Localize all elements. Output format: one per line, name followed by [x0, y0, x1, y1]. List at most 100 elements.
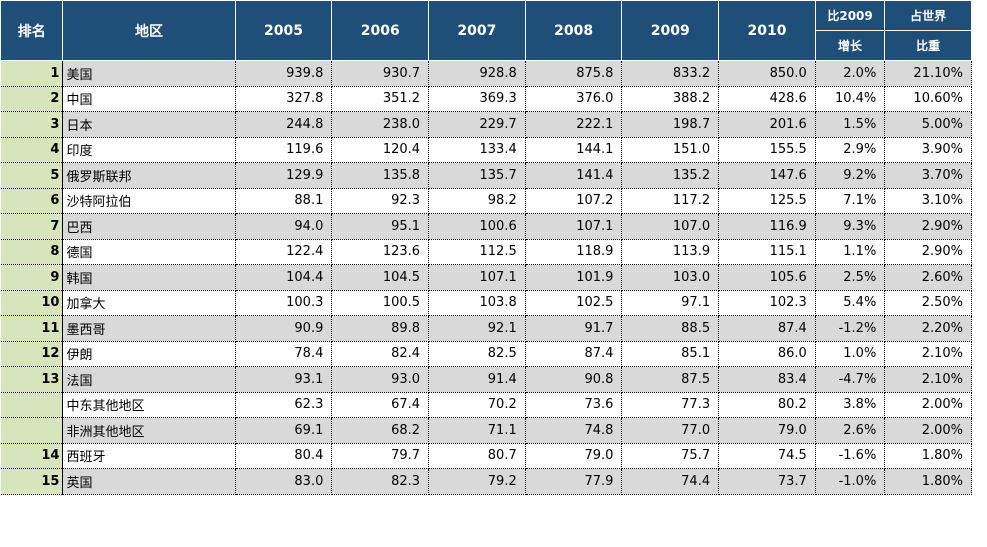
value-cell-2005: 122.4	[235, 239, 333, 265]
table-row: 10 加拿大 100.3 100.5 103.8 102.5 97.1 102.3 5.4% 2.…	[0, 290, 972, 316]
share-cell: 1.80%	[884, 443, 972, 469]
value-cell-2006: 123.6	[331, 239, 430, 265]
value-cell-2009: 97.1	[621, 290, 720, 316]
value-cell-2005: 100.3	[235, 290, 333, 316]
value-cell-2009: 151.0	[621, 137, 720, 163]
value-cell-2007: 229.7	[428, 111, 526, 138]
value-cell-2006: 93.0	[331, 366, 430, 393]
table-row: 11 墨西哥 90.9 89.8 92.1 91.7 88.5 87.4 -1.2% 2.20%	[0, 315, 972, 342]
table-row: 8 德国 122.4 123.6 112.5 118.9 113.9 115.1 1.1% 2.9…	[0, 239, 972, 265]
header-region: 地区	[62, 0, 236, 61]
rank-cell: 5	[0, 162, 64, 189]
value-cell-2009: 87.5	[621, 366, 720, 393]
share-cell: 5.00%	[884, 111, 972, 138]
value-cell-2006: 89.8	[331, 315, 430, 342]
value-cell-2007: 100.6	[428, 213, 526, 240]
share-cell: 1.80%	[884, 468, 972, 495]
header-year-2005: 2005	[234, 0, 333, 61]
value-cell-2005: 327.8	[235, 86, 333, 112]
growth-cell: 9.3%	[815, 213, 886, 240]
growth-cell: 7.1%	[815, 188, 886, 214]
rank-cell: 10	[0, 290, 64, 316]
table-row: 3 日本 244.8 238.0 229.7 222.1 198.7 201.6 1.5% 5.0…	[0, 111, 972, 138]
growth-cell: 1.5%	[815, 111, 886, 138]
rank-cell: 15	[0, 468, 64, 495]
region-cell: 墨西哥	[62, 315, 236, 342]
energy-consumption-table: 排名 地区 2005 2006 2007 2008 2009 2010 比200…	[0, 0, 972, 495]
value-cell-2007: 369.3	[428, 86, 526, 112]
rank-cell: 12	[0, 341, 64, 367]
growth-cell: 1.0%	[815, 341, 886, 367]
value-cell-2005: 93.1	[235, 366, 333, 393]
table-row: 2 中国 327.8 351.2 369.3 376.0 388.2 428.6 10.4% 10…	[0, 86, 972, 112]
value-cell-2009: 833.2	[621, 60, 720, 87]
share-cell: 2.00%	[884, 417, 972, 444]
growth-cell: -4.7%	[815, 366, 886, 393]
value-cell-2010: 428.6	[718, 86, 816, 112]
value-cell-2007: 71.1	[428, 417, 526, 444]
region-cell: 印度	[62, 137, 236, 163]
region-cell: 俄罗斯联邦	[62, 162, 236, 189]
value-cell-2008: 79.0	[525, 443, 623, 469]
header-growth-bottom: 增长	[814, 30, 886, 61]
value-cell-2008: 101.9	[525, 264, 623, 291]
share-cell: 2.60%	[884, 264, 972, 291]
region-cell: 美国	[62, 60, 236, 87]
header-share-top: 占世界	[884, 0, 972, 31]
share-cell: 21.10%	[884, 60, 972, 87]
value-cell-2006: 82.3	[331, 468, 430, 495]
value-cell-2008: 90.8	[525, 366, 623, 393]
value-cell-2005: 129.9	[235, 162, 333, 189]
share-cell: 2.20%	[884, 315, 972, 342]
value-cell-2008: 376.0	[525, 86, 623, 112]
value-cell-2007: 82.5	[428, 341, 526, 367]
value-cell-2010: 74.5	[718, 443, 816, 469]
rank-cell: 11	[0, 315, 64, 342]
header-growth-top: 比2009	[814, 0, 886, 31]
region-cell: 韩国	[62, 264, 236, 291]
value-cell-2006: 238.0	[331, 111, 430, 138]
header-share-bottom: 比重	[884, 30, 972, 61]
value-cell-2005: 88.1	[235, 188, 333, 214]
value-cell-2010: 201.6	[718, 111, 816, 138]
value-cell-2005: 83.0	[235, 468, 333, 495]
share-cell: 2.00%	[884, 392, 972, 418]
region-cell: 中国	[62, 86, 236, 112]
value-cell-2009: 74.4	[621, 468, 720, 495]
rank-cell: 13	[0, 366, 64, 393]
table-row: 4 印度 119.6 120.4 133.4 144.1 151.0 155.5 2.9% 3.9…	[0, 137, 972, 163]
value-cell-2010: 850.0	[718, 60, 816, 87]
value-cell-2006: 930.7	[331, 60, 430, 87]
value-cell-2009: 85.1	[621, 341, 720, 367]
value-cell-2008: 107.2	[525, 188, 623, 214]
share-cell: 2.50%	[884, 290, 972, 316]
value-cell-2009: 103.0	[621, 264, 720, 291]
value-cell-2009: 388.2	[621, 86, 720, 112]
value-cell-2008: 107.1	[525, 213, 623, 240]
header-year-2009: 2009	[621, 0, 720, 61]
region-cell: 日本	[62, 111, 236, 138]
header-row: 排名 地区 2005 2006 2007 2008 2009 2010 比200…	[0, 0, 972, 61]
value-cell-2007: 91.4	[428, 366, 526, 393]
growth-cell: 2.5%	[815, 264, 886, 291]
value-cell-2008: 73.6	[525, 392, 623, 418]
table-row: 1 美国 939.8 930.7 928.8 875.8 833.2 850.0 2.0% 21.…	[0, 60, 972, 87]
value-cell-2005: 94.0	[235, 213, 333, 240]
value-cell-2006: 120.4	[331, 137, 430, 163]
region-cell: 中东其他地区	[62, 392, 236, 418]
rank-cell	[0, 417, 64, 444]
share-cell: 2.10%	[884, 341, 972, 367]
value-cell-2010: 115.1	[718, 239, 816, 265]
region-cell: 加拿大	[62, 290, 236, 316]
header-year-2007: 2007	[428, 0, 526, 61]
growth-cell: 9.2%	[815, 162, 886, 189]
value-cell-2010: 105.6	[718, 264, 816, 291]
value-cell-2009: 117.2	[621, 188, 720, 214]
value-cell-2009: 88.5	[621, 315, 720, 342]
growth-cell: 2.0%	[815, 60, 886, 87]
value-cell-2010: 87.4	[718, 315, 816, 342]
value-cell-2005: 69.1	[235, 417, 333, 444]
value-cell-2006: 82.4	[331, 341, 430, 367]
table-row: 6 沙特阿拉伯 88.1 92.3 98.2 107.2 117.2 125.5 7.1% 3.1…	[0, 188, 972, 214]
value-cell-2010: 73.7	[718, 468, 816, 495]
